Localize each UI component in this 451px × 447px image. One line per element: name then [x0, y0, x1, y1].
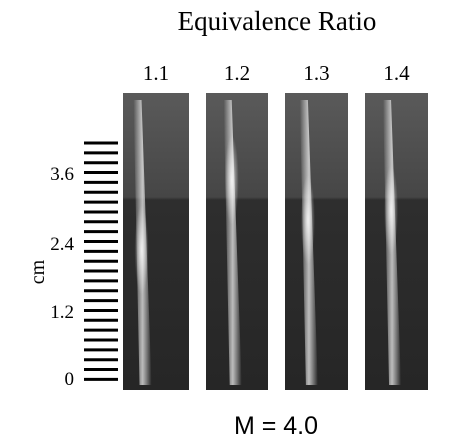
- flame-image: [123, 93, 189, 390]
- scale-label: 3.6: [50, 164, 74, 185]
- flame-glow: [224, 135, 239, 225]
- scale-label: 0: [65, 369, 75, 390]
- flame-glow: [134, 205, 149, 295]
- flame-glow: [300, 175, 315, 265]
- axis-label: cm: [27, 259, 49, 284]
- scale-label: 1.2: [50, 302, 74, 323]
- column-label: 1.4: [383, 61, 410, 85]
- title: Equivalence Ratio: [178, 6, 377, 36]
- flame-image: [285, 93, 348, 390]
- column-label: 1.3: [303, 61, 329, 85]
- flame-glow: [384, 165, 399, 255]
- scale-label: 2.4: [50, 234, 74, 255]
- caption: M = 4.0: [234, 412, 318, 440]
- column-label: 1.2: [224, 61, 250, 85]
- column-label: 1.1: [143, 61, 169, 85]
